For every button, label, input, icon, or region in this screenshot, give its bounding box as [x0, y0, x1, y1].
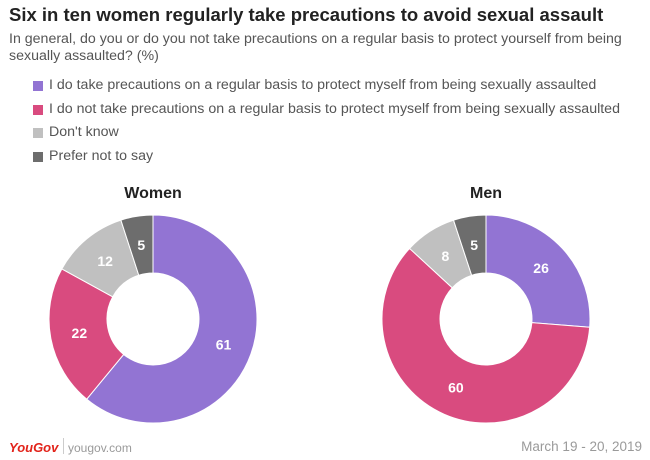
donut-slice: [485, 214, 591, 328]
legend-label: I do take precautions on a regular basis…: [49, 77, 597, 93]
footer-site: yougov.com: [68, 441, 132, 455]
donut-women: Women 61 22 12 5: [48, 185, 258, 424]
slice-value-label: 12: [97, 253, 113, 269]
donut-slice: [381, 247, 591, 424]
legend-swatch: [33, 128, 43, 138]
slice-value-label: 26: [533, 260, 549, 276]
chart-title: Six in ten women regularly take precauti…: [9, 4, 604, 25]
legend-swatch: [33, 151, 43, 162]
slice-value-label: 8: [442, 248, 450, 264]
legend-label: I do not take precautions on a regular b…: [49, 100, 620, 117]
slice-value-label: 5: [137, 237, 145, 253]
donut-title: Men: [470, 185, 502, 202]
slice-value-label: 61: [216, 336, 232, 352]
slice-value-label: 22: [72, 325, 88, 341]
donut-slice: [120, 214, 154, 276]
footer-divider: [63, 438, 64, 454]
slice-value-label: 5: [470, 237, 478, 253]
slice-value-label: 60: [448, 380, 464, 396]
legend-swatch: [33, 81, 43, 91]
donut-slice: [86, 214, 258, 424]
donut-title: Women: [124, 185, 181, 202]
legend-swatch: [33, 104, 43, 115]
donut-men: Men 26 60 8 5: [381, 185, 591, 424]
chart-subtitle: In general, do you or do you not take pr…: [9, 31, 622, 64]
donut-slice: [452, 214, 487, 276]
survey-date: March 19 - 20, 2019: [521, 439, 642, 454]
legend-label: Prefer not to say: [49, 147, 154, 164]
yougov-logo: YouGov: [9, 440, 59, 455]
donut-slice: [48, 268, 125, 400]
legend-label: Don't know: [49, 124, 119, 140]
